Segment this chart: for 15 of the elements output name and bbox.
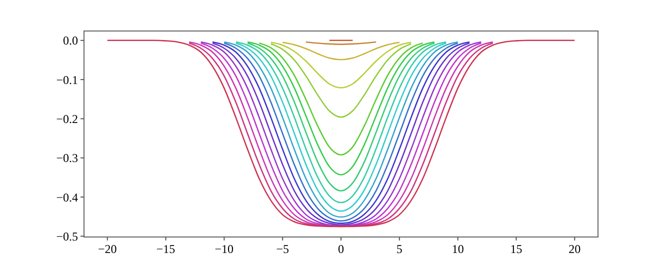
x-tick-label: 15 [510,242,522,256]
x-tick-label: −10 [214,242,234,256]
y-tick-label: 0.0 [63,34,78,48]
y-tick-label: −0.3 [56,151,78,166]
x-tick-label: 20 [568,242,581,256]
x-tick-label: −20 [98,242,117,256]
y-tick-label: −0.5 [56,229,78,244]
y-tick-label: −0.4 [56,190,78,204]
x-tick-label: −15 [156,242,176,256]
y-tick-label: −0.1 [56,72,78,87]
x-tick-label: −5 [276,242,289,256]
x-tick-label: 10 [452,242,464,256]
x-tick-label: 0 [338,242,344,256]
x-tick-label: 5 [396,242,402,256]
y-tick-label: −0.2 [56,112,78,126]
